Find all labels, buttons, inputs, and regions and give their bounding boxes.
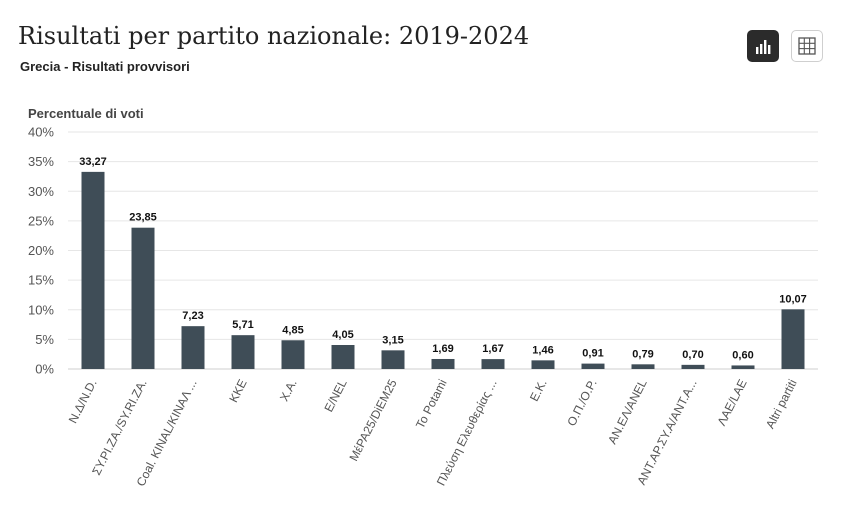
bar bbox=[781, 309, 805, 369]
data-label: 1,46 bbox=[532, 344, 553, 356]
bar bbox=[231, 335, 255, 369]
data-label: 7,23 bbox=[182, 310, 203, 322]
bar bbox=[81, 171, 105, 369]
chart-view-button[interactable] bbox=[747, 30, 779, 62]
x-tick-label: Το Potami bbox=[413, 377, 450, 431]
x-tick-label: ΛΑΕ/LΑΕ bbox=[714, 377, 749, 428]
bar bbox=[181, 326, 205, 369]
bar bbox=[581, 363, 605, 369]
y-tick-label: 40% bbox=[28, 125, 54, 140]
y-tick-label: 10% bbox=[28, 302, 54, 317]
bar bbox=[631, 364, 655, 369]
x-tick-label: Ο.Π./Ο.Ρ. bbox=[564, 377, 599, 428]
data-label: 0,91 bbox=[582, 348, 603, 360]
bar bbox=[381, 350, 405, 369]
data-label: 1,69 bbox=[432, 343, 453, 355]
data-label: 0,79 bbox=[632, 348, 653, 360]
data-label: 3,15 bbox=[382, 334, 403, 346]
x-tick-label: ΚΚΕ bbox=[226, 377, 249, 405]
y-tick-label: 15% bbox=[28, 273, 54, 288]
table-grid-icon bbox=[798, 37, 816, 55]
bar bbox=[681, 364, 705, 369]
data-label: 33,27 bbox=[79, 156, 107, 168]
x-tick-label: ΑΝ.ΕΛ/ΑΝΕL bbox=[605, 377, 650, 447]
data-label: 5,71 bbox=[232, 319, 253, 331]
x-tick-label: ΣΥ.ΡΙ.ΖΑ./SY.RI.ZA. bbox=[89, 377, 149, 478]
bar bbox=[131, 227, 155, 369]
bar bbox=[281, 340, 305, 369]
data-label: 1,67 bbox=[482, 343, 503, 355]
y-tick-label: 30% bbox=[28, 184, 54, 199]
x-tick-label: Ν.Δ/Ν.D. bbox=[66, 377, 100, 426]
data-label: 10,07 bbox=[779, 293, 807, 305]
y-tick-label: 0% bbox=[35, 362, 54, 377]
page-subtitle: Grecia - Risultati provvisori bbox=[20, 59, 190, 74]
data-label: 0,60 bbox=[732, 349, 753, 361]
data-label: 23,85 bbox=[129, 212, 157, 224]
x-tick-label: ΜέΡΑ25/DiEM25 bbox=[346, 377, 399, 464]
bar bbox=[531, 360, 555, 369]
data-label: 4,85 bbox=[282, 324, 303, 336]
y-tick-label: 20% bbox=[28, 243, 54, 258]
data-label: 4,05 bbox=[332, 329, 353, 341]
bar bbox=[731, 365, 755, 369]
data-label: 0,70 bbox=[682, 349, 703, 361]
bar-chart-icon bbox=[756, 40, 771, 54]
bar bbox=[431, 358, 455, 369]
x-tick-label: Ε.Κ. bbox=[527, 377, 550, 404]
x-tick-label: Χ.Α. bbox=[277, 377, 300, 404]
y-tick-label: 35% bbox=[28, 154, 54, 169]
table-view-button[interactable] bbox=[791, 30, 823, 62]
y-axis-label: Percentuale di voti bbox=[28, 106, 144, 121]
y-tick-label: 5% bbox=[35, 332, 54, 347]
page-title: Risultati per partito nazionale: 2019-20… bbox=[18, 22, 530, 50]
y-tick-label: 25% bbox=[28, 213, 54, 228]
bar bbox=[481, 359, 505, 369]
x-tick-label: Altri partiti bbox=[763, 377, 800, 431]
x-tick-label: Ε/ΝΕL bbox=[321, 377, 349, 415]
bar bbox=[331, 345, 355, 369]
